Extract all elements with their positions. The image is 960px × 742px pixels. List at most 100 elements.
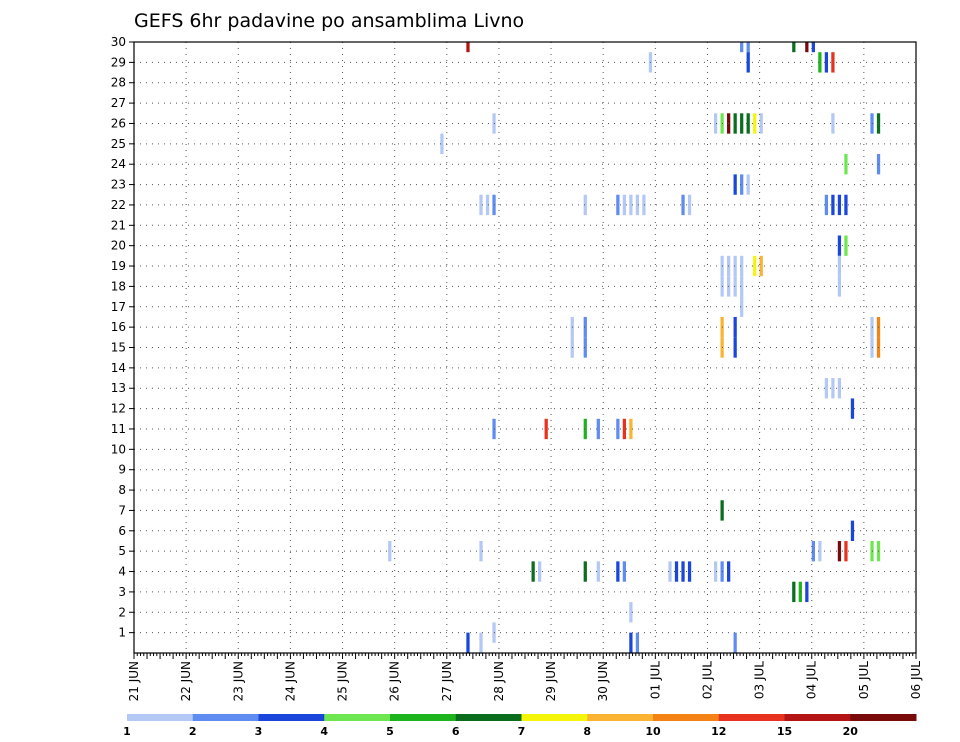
precip-cell	[616, 418, 620, 440]
legend-swatch	[653, 714, 720, 721]
precip-cell	[811, 42, 815, 53]
legend-label: 20	[843, 725, 859, 738]
legend-label: 4	[320, 725, 328, 738]
y-tick-label: 30	[111, 35, 126, 49]
legend-swatch	[587, 714, 654, 721]
precip-cell	[818, 540, 822, 562]
precip-cell	[792, 581, 796, 603]
precip-cell	[746, 113, 750, 134]
y-tick-label: 25	[111, 137, 126, 151]
precip-cell	[740, 296, 744, 317]
legend-swatch	[127, 714, 194, 721]
precip-cell	[687, 561, 692, 582]
legend-swatch	[324, 714, 391, 721]
precip-cell	[733, 337, 737, 358]
precip-cell	[642, 194, 646, 216]
precip-cell	[811, 540, 815, 562]
y-tick-label: 7	[118, 503, 126, 517]
precip-cell	[544, 418, 548, 440]
y-tick-label: 10	[111, 442, 126, 456]
x-tick-label: 30 JUN	[596, 661, 610, 701]
precip-cell	[753, 113, 757, 134]
y-tick-label: 5	[118, 544, 126, 558]
legend-label: 12	[711, 725, 726, 738]
precip-cell	[479, 540, 483, 562]
y-tick-label: 29	[111, 55, 126, 69]
precip-cell	[844, 540, 848, 562]
x-tick-label: 21 JUN	[127, 661, 141, 701]
x-tick-label: 26 JUN	[388, 661, 402, 701]
precip-cell	[681, 561, 685, 582]
precip-cell	[733, 316, 737, 338]
precip-cell	[805, 42, 809, 53]
legend-label: 15	[777, 725, 792, 738]
y-tick-label: 1	[118, 626, 126, 640]
precip-cell	[629, 632, 633, 653]
gridlines	[134, 42, 916, 653]
y-tick-label: 18	[111, 279, 126, 293]
precip-cell	[733, 174, 737, 195]
x-tick-label: 03 JUL	[753, 661, 767, 699]
legend-label: 7	[518, 725, 526, 738]
y-tick-label: 11	[111, 422, 126, 436]
legend-swatch	[850, 714, 917, 721]
legend-swatch	[455, 714, 522, 721]
precip-cell	[538, 561, 542, 582]
precip-cell	[596, 561, 600, 582]
legend-swatch	[258, 714, 325, 721]
precip-cell	[616, 194, 620, 216]
precip-cell	[746, 52, 750, 73]
precip-cell	[668, 561, 672, 582]
y-tick-label: 19	[111, 259, 126, 273]
precip-cell	[733, 276, 737, 297]
precip-cell	[837, 378, 842, 399]
color-legend: 1 2 3 4 5 6 7 8 10 12 15 20	[123, 714, 917, 738]
precip-cell	[687, 194, 692, 216]
precip-cell	[440, 133, 444, 155]
precip-cell	[837, 276, 842, 297]
y-tick-label: 26	[111, 116, 126, 130]
legend-label: 1	[123, 725, 131, 738]
precip-cell	[831, 378, 835, 399]
precip-cell	[746, 174, 750, 195]
precip-cell	[837, 540, 842, 562]
precip-cell	[850, 520, 855, 541]
x-tick-label: 29 JUN	[544, 661, 558, 701]
precip-cell	[792, 42, 796, 53]
y-tick-label: 2	[118, 605, 126, 619]
legend-swatch	[784, 714, 851, 721]
precip-cell	[837, 255, 842, 277]
x-tick-label: 22 JUN	[179, 661, 193, 701]
y-tick-label: 28	[111, 76, 126, 90]
precip-cell	[485, 194, 490, 216]
precip-cell	[622, 561, 627, 582]
x-tick-label: 28 JUN	[492, 661, 506, 701]
precip-cell	[740, 113, 744, 134]
precip-cell	[759, 113, 763, 134]
y-tick-label: 12	[111, 402, 126, 416]
legend-label: 8	[583, 725, 591, 738]
precip-cell	[388, 540, 392, 562]
precip-cell	[616, 561, 620, 582]
y-tick-label: 16	[111, 320, 126, 334]
precip-cell	[479, 194, 483, 216]
precip-cell	[824, 194, 829, 216]
precip-cell	[818, 52, 822, 73]
precip-cell	[740, 255, 744, 277]
y-tick-label: 15	[111, 341, 126, 355]
y-tick-label: 27	[111, 96, 126, 110]
precip-cell	[844, 194, 848, 216]
y-tick-label: 9	[118, 463, 126, 477]
y-tick-label: 3	[118, 585, 126, 599]
precip-cell	[740, 276, 744, 297]
x-tick-label: 02 JUL	[700, 661, 714, 699]
precip-cell	[622, 194, 627, 216]
precip-cell	[824, 378, 829, 399]
chart-title: GEFS 6hr padavine po ansamblima Livno	[134, 10, 524, 32]
precip-cell	[759, 255, 763, 277]
precip-cell	[583, 418, 587, 440]
ensemble-cells	[388, 42, 881, 653]
precip-cell	[733, 255, 737, 277]
legend-swatch	[521, 714, 588, 721]
